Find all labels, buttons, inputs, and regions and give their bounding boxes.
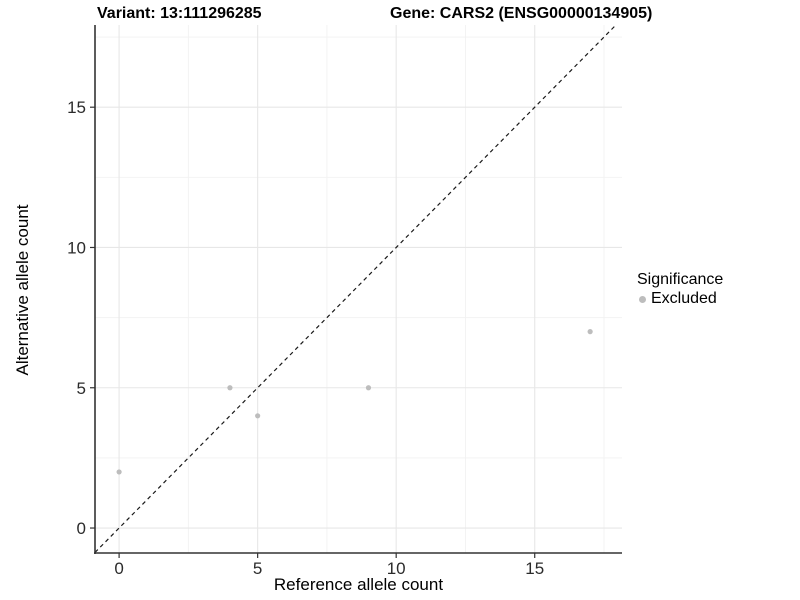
x-axis-title: Reference allele count [273,575,444,594]
x-tick-label: 15 [525,559,544,578]
legend-point-swatch [639,295,646,303]
y-axis-title: Alternative allele count [13,204,32,376]
legend-title: Significance [637,271,724,288]
y-tick-label: 15 [67,98,86,117]
legend-item-label: Excluded [651,290,717,307]
variant-title: Variant: 13:111296285 [97,5,262,22]
data-point-excluded [255,413,261,419]
legend: Significance Excluded [637,270,723,308]
y-tick-label: 5 [77,379,86,398]
x-tick-label: 10 [387,559,406,578]
x-tick-label: 0 [114,559,123,578]
data-point-excluded [116,469,122,475]
legend-item-excluded: Excluded [639,290,723,308]
y-tick-label: 0 [77,519,86,538]
x-tick-label: 5 [253,559,262,578]
gene-title: Gene: CARS2 (ENSG00000134905) [390,5,653,22]
identity-line [94,24,617,553]
data-point-excluded [365,385,372,391]
y-tick-label: 10 [67,238,86,257]
data-point-excluded [227,385,233,391]
data-point-excluded [587,329,593,335]
